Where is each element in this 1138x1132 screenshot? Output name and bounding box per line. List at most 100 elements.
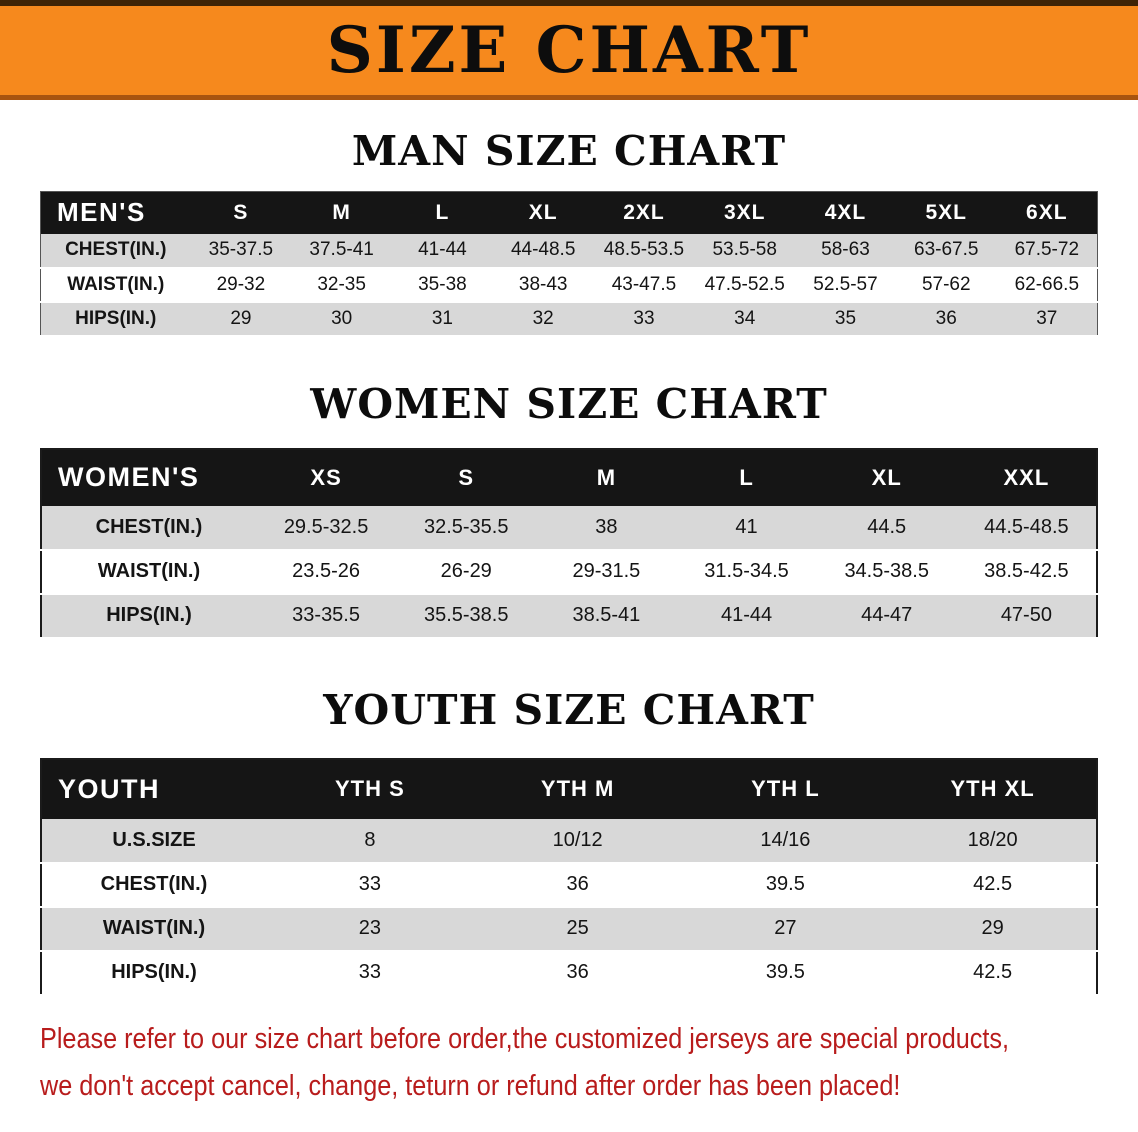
- measurement-row: CHEST(IN.) 33 36 39.5 42.5: [41, 862, 1097, 907]
- order-disclaimer: Please refer to our size chart before or…: [40, 1020, 1138, 1106]
- size-column-header: 5XL: [895, 191, 997, 234]
- measurement-value: 18/20: [889, 818, 1097, 863]
- size-column-header: XL: [492, 191, 594, 234]
- size-column-header: M: [291, 191, 393, 234]
- women-section-heading: WOMEN SIZE CHART: [310, 379, 828, 428]
- measurement-value: 67.5-72: [996, 233, 1098, 268]
- measurement-value: 32: [492, 301, 594, 336]
- measurement-value: 63-67.5: [895, 233, 997, 268]
- size-column-header: YTH L: [681, 758, 890, 819]
- measurement-value: 44-47: [816, 593, 957, 638]
- measurement-value: 35-38: [392, 267, 493, 302]
- size-column-header: S: [190, 191, 292, 234]
- measurement-value: 30: [291, 301, 393, 336]
- measurement-value: 44.5-48.5: [956, 505, 1097, 550]
- measurement-value: 52.5-57: [795, 267, 896, 302]
- measurement-row: CHEST(IN.) 29.5-32.5 32.5-35.5 38 41 44.5 44.5…: [41, 505, 1097, 550]
- measurement-value: 53.5-58: [694, 233, 796, 268]
- measurement-value: 29-32: [190, 267, 292, 302]
- measurement-row: CHEST(IN.) 35-37.5 37.5-41 41-44 44-48.5 48.5…: [40, 233, 1098, 268]
- youth-section-heading: YOUTH SIZE CHART: [323, 685, 815, 734]
- measurement-label: WAIST(IN.): [41, 549, 256, 594]
- measurement-value: 62-66.5: [996, 267, 1098, 302]
- measurement-row: HIPS(IN.) 33-35.5 35.5-38.5 38.5-41 41-44 44-…: [41, 593, 1097, 638]
- measurement-value: 10/12: [473, 818, 682, 863]
- measurement-value: 33: [266, 862, 474, 907]
- measurement-value: 35.5-38.5: [396, 593, 537, 638]
- measurement-value: 34.5-38.5: [816, 549, 957, 594]
- size-column-header: L: [392, 191, 493, 234]
- measurement-row: WAIST(IN.) 23 25 27 29: [41, 906, 1097, 951]
- banner: SIZE CHART: [0, 0, 1138, 100]
- measurement-row: WAIST(IN.) 23.5-26 26-29 29-31.5 31.5-34.5 34…: [41, 549, 1097, 594]
- size-column-header: YTH M: [473, 758, 682, 819]
- size-column-header: XS: [256, 448, 397, 506]
- size-column-header: XL: [816, 448, 957, 506]
- page-title: SIZE CHART: [326, 12, 812, 88]
- measurement-value: 43-47.5: [593, 267, 695, 302]
- measurement-row: HIPS(IN.) 29 30 31 32 33 34 35 36 37: [40, 301, 1098, 336]
- size-column-header: 2XL: [593, 191, 695, 234]
- measurement-value: 57-62: [895, 267, 997, 302]
- youth-section: YOUTH SIZE CHART YOUTH YTH S YTH M YTH L YTH…: [0, 685, 1138, 996]
- women-section: WOMEN SIZE CHART WOMEN'S XS S M L XL XXL CHEST(…: [0, 379, 1138, 639]
- measurement-label: HIPS(IN.): [41, 950, 266, 995]
- measurement-value: 58-63: [795, 233, 896, 268]
- measurement-value: 36: [473, 862, 682, 907]
- measurement-value: 37.5-41: [291, 233, 393, 268]
- measurement-label: CHEST(IN.): [40, 233, 191, 268]
- measurement-value: 47.5-52.5: [694, 267, 796, 302]
- disclaimer-line-2: we don't accept cancel, change, teturn o…: [40, 1070, 901, 1103]
- size-column-header: YTH S: [266, 758, 474, 819]
- measurement-value: 42.5: [889, 862, 1097, 907]
- size-column-header: YTH XL: [889, 758, 1097, 819]
- men-size-table: MEN'S S M L XL 2XL 3XL 4XL 5XL 6XL CHEST(IN.) 35-37…: [40, 191, 1098, 337]
- measurement-value: 29: [889, 906, 1097, 951]
- youth-size-table: YOUTH YTH S YTH M YTH L YTH XL U.S.SIZE 8 10/12…: [40, 757, 1098, 996]
- measurement-value: 33-35.5: [256, 593, 397, 638]
- size-column-header: 3XL: [694, 191, 796, 234]
- measurement-value: 31: [392, 301, 493, 336]
- measurement-value: 14/16: [681, 818, 890, 863]
- measurement-value: 37: [996, 301, 1098, 336]
- measurement-value: 31.5-34.5: [676, 549, 817, 594]
- measurement-value: 47-50: [956, 593, 1097, 638]
- measurement-value: 32.5-35.5: [396, 505, 537, 550]
- table-header-row: WOMEN'S XS S M L XL XXL: [41, 448, 1097, 506]
- measurement-label: HIPS(IN.): [41, 593, 256, 638]
- measurement-label: WAIST(IN.): [40, 267, 191, 302]
- measurement-value: 35: [795, 301, 896, 336]
- size-column-header: XXL: [956, 448, 1097, 506]
- size-column-header: M: [536, 448, 677, 506]
- table-header-row: YOUTH YTH S YTH M YTH L YTH XL: [41, 758, 1097, 819]
- measurement-value: 8: [266, 818, 474, 863]
- table-header-row: MEN'S S M L XL 2XL 3XL 4XL 5XL 6XL: [40, 191, 1098, 234]
- measurement-value: 34: [694, 301, 796, 336]
- measurement-label: CHEST(IN.): [41, 505, 256, 550]
- measurement-label: CHEST(IN.): [41, 862, 266, 907]
- measurement-value: 33: [266, 950, 474, 995]
- measurement-label: U.S.SIZE: [41, 818, 266, 863]
- women-size-table: WOMEN'S XS S M L XL XXL CHEST(IN.) 29.5-32.5 32.5…: [40, 447, 1098, 639]
- measurement-value: 41-44: [676, 593, 817, 638]
- measurement-value: 25: [473, 906, 682, 951]
- size-column-header: 6XL: [996, 191, 1098, 234]
- disclaimer-line-1: Please refer to our size chart before or…: [40, 1022, 1010, 1055]
- measurement-value: 29-31.5: [536, 549, 677, 594]
- measurement-value: 39.5: [681, 862, 890, 907]
- measurement-value: 41: [676, 505, 817, 550]
- men-section: MAN SIZE CHART MEN'S S M L XL 2XL 3XL 4XL 5XL 6XL…: [0, 127, 1138, 337]
- measurement-row: WAIST(IN.) 29-32 32-35 35-38 38-43 43-47.5 47.…: [40, 267, 1098, 302]
- measurement-value: 44.5: [816, 505, 957, 550]
- table-title-cell: MEN'S: [40, 191, 191, 234]
- measurement-value: 35-37.5: [190, 233, 292, 268]
- measurement-row: HIPS(IN.) 33 36 39.5 42.5: [41, 950, 1097, 995]
- measurement-value: 32-35: [291, 267, 393, 302]
- size-column-header: L: [676, 448, 817, 506]
- measurement-value: 23: [266, 906, 474, 951]
- size-column-header: 4XL: [795, 191, 896, 234]
- measurement-value: 38: [536, 505, 677, 550]
- measurement-value: 29.5-32.5: [256, 505, 397, 550]
- size-column-header: S: [396, 448, 537, 506]
